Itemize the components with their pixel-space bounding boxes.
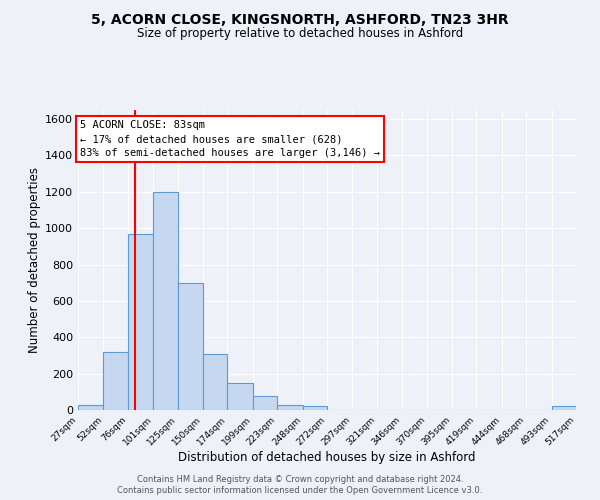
Text: 5 ACORN CLOSE: 83sqm
← 17% of detached houses are smaller (628)
83% of semi-deta: 5 ACORN CLOSE: 83sqm ← 17% of detached h… (80, 120, 380, 158)
X-axis label: Distribution of detached houses by size in Ashford: Distribution of detached houses by size … (178, 451, 476, 464)
Bar (153, 192, 178, 410)
Bar (78, 404, 103, 410)
Text: Contains HM Land Registry data © Crown copyright and database right 2024.: Contains HM Land Registry data © Crown c… (137, 475, 463, 484)
Text: Contains public sector information licensed under the Open Government Licence v3: Contains public sector information licen… (118, 486, 482, 495)
Bar (128, 234, 153, 410)
Text: 5, ACORN CLOSE, KINGSNORTH, ASHFORD, TN23 3HR: 5, ACORN CLOSE, KINGSNORTH, ASHFORD, TN2… (91, 12, 509, 26)
Bar (302, 406, 327, 410)
Bar (203, 354, 227, 410)
Y-axis label: Number of detached properties: Number of detached properties (28, 167, 41, 353)
Bar (103, 352, 128, 410)
Text: Size of property relative to detached houses in Ashford: Size of property relative to detached ho… (137, 28, 463, 40)
Bar (551, 406, 576, 410)
Bar (178, 282, 203, 410)
Bar (253, 396, 277, 410)
Bar (277, 404, 302, 410)
Bar (227, 382, 253, 410)
